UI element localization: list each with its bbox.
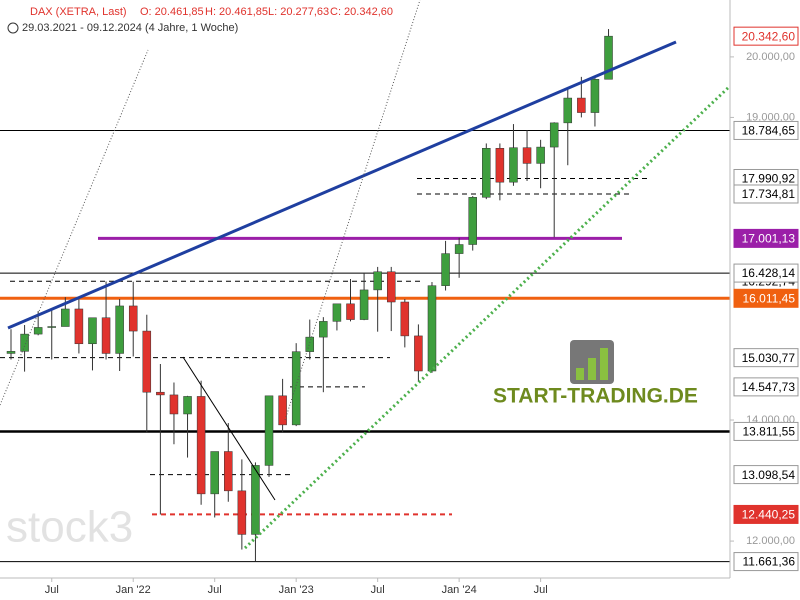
candle-body (20, 333, 29, 352)
x-tick-label: Jul (208, 584, 222, 596)
candle-body (400, 301, 410, 337)
level-label-box (733, 184, 799, 204)
level-label-box (733, 552, 799, 572)
level-label-box (733, 465, 799, 485)
logo (570, 340, 614, 384)
candle-body (88, 317, 97, 345)
candle-body (61, 308, 70, 327)
candle-body (332, 303, 342, 322)
candle-body (590, 79, 600, 113)
watermark-stock3: stock3 (6, 503, 133, 552)
ohlc-label: H: 20.461,85 (205, 6, 268, 18)
level-label-box (733, 348, 799, 368)
candle-body (536, 146, 545, 164)
logo-bar (600, 348, 608, 380)
level-label: 12.440,25 (742, 508, 796, 522)
level-label: 16.011,45 (743, 291, 796, 305)
candle-body (482, 148, 491, 198)
candle-body (237, 490, 247, 535)
candle-body (441, 253, 450, 286)
candle-body (577, 97, 586, 113)
level-label: 13.098,54 (742, 468, 796, 482)
candle-body (6, 351, 16, 354)
y-tick-label: 12.000,00 (746, 535, 795, 547)
x-tick-label: Jan '24 (442, 584, 477, 596)
y-tick-label: 20.000,00 (746, 51, 795, 63)
candle-body (319, 321, 328, 338)
level-label: 20.342,60 (742, 29, 796, 43)
level-label: 15.030,77 (742, 351, 796, 365)
logo-bar (588, 358, 596, 380)
candle-body (47, 326, 56, 328)
level-label: 17.990,92 (742, 172, 796, 186)
candle-body (278, 395, 287, 426)
level-label: 16.428,14 (742, 266, 796, 280)
level-label: 14.547,73 (742, 380, 796, 394)
candle-body (305, 336, 315, 352)
ohlc-label: C: 20.342,60 (330, 6, 393, 18)
candle-body (454, 244, 464, 254)
candle-body (183, 396, 192, 415)
candle-body (128, 305, 138, 332)
candle-body (156, 391, 165, 396)
candle-body (468, 197, 477, 245)
x-tick-label: Jan '22 (116, 584, 151, 596)
watermark-logo: START-TRADING.DE (493, 385, 698, 408)
candle-body (196, 396, 206, 495)
trend-line (7, 40, 677, 330)
ohlc-label: O: 20.461,85 (140, 6, 204, 18)
trend-line (0, 49, 149, 406)
trend-line (182, 356, 276, 501)
candle-body (169, 394, 179, 415)
candle-body (346, 303, 355, 320)
level-label: 18.784,65 (742, 124, 796, 138)
candle-body (359, 289, 369, 320)
candle-body (386, 271, 396, 303)
level-label-box (733, 263, 799, 283)
level-label-box (733, 377, 799, 397)
level-label: 11.661,36 (743, 555, 796, 569)
logo-bar (576, 368, 584, 380)
level-label-box (733, 228, 799, 248)
clock-icon (7, 22, 19, 34)
candle-body (33, 327, 43, 335)
candle-body (264, 395, 274, 466)
candle-body (251, 465, 260, 535)
candle-body (495, 148, 505, 183)
trend-line (243, 84, 732, 550)
candle-body (224, 451, 233, 492)
x-tick-label: Jul (534, 584, 548, 596)
candle-body (115, 305, 124, 354)
candle-body (101, 317, 111, 354)
candle-body (427, 285, 437, 372)
candle-body (210, 451, 219, 495)
level-label-box (733, 504, 799, 524)
x-tick-label: Jul (371, 584, 385, 596)
candle-body (549, 122, 559, 148)
ohlc-label: L: 20.277,63 (268, 6, 329, 18)
x-tick-label: Jul (45, 584, 59, 596)
level-label: 17.001,13 (742, 232, 796, 246)
x-tick-label: Jan '23 (279, 584, 314, 596)
candle-body (373, 271, 382, 291)
level-label-box (733, 120, 799, 140)
candle-body (509, 147, 518, 183)
chart-subtitle: 29.03.2021 - 09.12.2024 (4 Jahre, 1 Woch… (22, 22, 238, 34)
candle-body (74, 308, 84, 345)
candle-body (522, 147, 532, 164)
level-label-box (733, 26, 799, 46)
candle-body (604, 35, 613, 80)
level-label-box (733, 288, 799, 308)
candle-body (563, 97, 573, 124)
candle-body (142, 330, 152, 393)
level-label: 17.734,81 (742, 187, 796, 201)
chart-title: DAX (XETRA, Last) (30, 6, 127, 18)
candle-body (291, 351, 301, 426)
candle-body (414, 335, 423, 372)
level-label-box (733, 421, 799, 441)
level-label: 13.811,55 (743, 425, 796, 439)
y-tick-label: 19.000,00 (746, 111, 795, 123)
